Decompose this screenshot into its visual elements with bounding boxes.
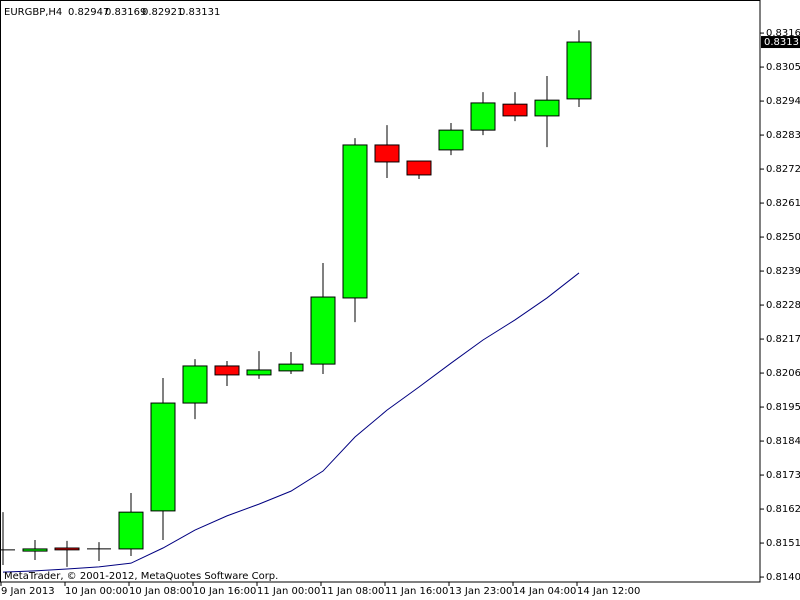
- candle-body: [438, 129, 464, 151]
- candle-body: [310, 296, 336, 365]
- x-tick-label: 10 Jan 00:00: [65, 586, 128, 597]
- candle-body: [182, 365, 208, 404]
- candle-body: [502, 103, 528, 117]
- candle-body: [534, 99, 560, 117]
- candle-body: [406, 160, 432, 176]
- plot-frame: [0, 0, 761, 583]
- ohlc-open: 0.82947: [68, 7, 109, 18]
- symbol-title: EURGBP,H4: [4, 7, 62, 18]
- candle-body: [470, 102, 496, 131]
- x-tick-label: 11 Jan 00:00: [257, 586, 320, 597]
- x-tick-label: 14 Jan 04:00: [513, 586, 576, 597]
- y-tick-label: 0.81400: [766, 572, 800, 583]
- candle-body: [342, 144, 368, 299]
- candle-body: [214, 365, 240, 376]
- ohlc-low: 0.82921: [142, 7, 183, 18]
- candle-body: [566, 41, 592, 100]
- price-marker-label: 0.83131: [764, 37, 800, 48]
- x-tick-label: 13 Jan 23:00: [449, 586, 512, 597]
- candle-body: [22, 548, 48, 552]
- price-marker: [761, 36, 800, 49]
- plot-area: [0, 30, 592, 573]
- candle-body: [246, 369, 272, 376]
- candle-body: [374, 144, 400, 163]
- x-tick-label: 9 Jan 2013: [1, 586, 55, 597]
- candle-body: [150, 402, 176, 512]
- candle-body: [54, 547, 80, 551]
- ohlc-close: 0.83131: [179, 7, 220, 18]
- candle-body: [118, 511, 144, 550]
- x-tick-label: 11 Jan 16:00: [385, 586, 448, 597]
- ohlc-high: 0.83169: [105, 7, 146, 18]
- candle-body: [278, 363, 304, 372]
- x-tick-label: 14 Jan 12:00: [577, 586, 640, 597]
- x-tick-label: 10 Jan 16:00: [193, 586, 256, 597]
- x-tick-label: 11 Jan 08:00: [321, 586, 384, 597]
- x-tick-label: 10 Jan 08:00: [129, 586, 192, 597]
- moving-average-line: [2, 272, 580, 573]
- watermark: MetaTrader, © 2001-2012, MetaQuotes Soft…: [4, 571, 278, 582]
